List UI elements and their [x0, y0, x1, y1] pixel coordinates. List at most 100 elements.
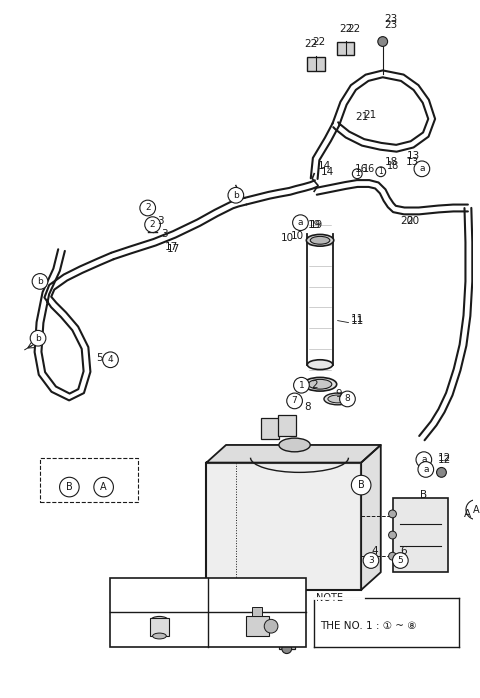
- Text: 20: 20: [406, 216, 420, 225]
- FancyBboxPatch shape: [336, 41, 354, 55]
- Circle shape: [389, 531, 396, 539]
- Circle shape: [437, 468, 446, 477]
- Text: B: B: [66, 482, 73, 492]
- Text: 5: 5: [96, 352, 102, 363]
- Text: 3: 3: [157, 216, 164, 225]
- Circle shape: [103, 352, 119, 368]
- Circle shape: [140, 200, 156, 216]
- Circle shape: [340, 391, 355, 407]
- Text: 11: 11: [350, 313, 364, 324]
- Text: 23: 23: [384, 20, 398, 30]
- Text: 19: 19: [310, 220, 324, 230]
- Text: 11: 11: [350, 315, 364, 325]
- FancyBboxPatch shape: [278, 415, 296, 436]
- Text: 12: 12: [438, 454, 451, 465]
- Ellipse shape: [310, 237, 330, 244]
- Circle shape: [352, 169, 362, 179]
- Text: 22: 22: [304, 40, 318, 50]
- Ellipse shape: [306, 235, 334, 246]
- Bar: [191, 600, 203, 609]
- Text: A: A: [100, 482, 107, 492]
- Text: b: b: [35, 334, 41, 343]
- Text: 6: 6: [400, 546, 407, 556]
- Circle shape: [376, 167, 385, 177]
- Circle shape: [414, 161, 430, 177]
- Text: 16: 16: [363, 164, 375, 174]
- Bar: [110, 578, 306, 646]
- Circle shape: [393, 553, 408, 568]
- Ellipse shape: [153, 633, 166, 639]
- Text: a: a: [298, 218, 303, 227]
- Ellipse shape: [279, 438, 310, 452]
- Text: 10: 10: [291, 232, 304, 242]
- Text: 10: 10: [281, 233, 294, 244]
- Text: 7: 7: [275, 632, 282, 642]
- Text: 2: 2: [145, 204, 151, 212]
- Text: 21: 21: [363, 110, 376, 120]
- Circle shape: [218, 588, 234, 603]
- Text: a: a: [421, 455, 427, 464]
- Circle shape: [255, 629, 271, 645]
- Ellipse shape: [324, 393, 351, 405]
- Text: 19: 19: [308, 220, 322, 230]
- Text: 23: 23: [384, 14, 398, 24]
- Circle shape: [418, 461, 433, 477]
- Text: b: b: [233, 191, 239, 200]
- Text: 14: 14: [321, 167, 334, 177]
- Circle shape: [60, 477, 79, 497]
- Text: 25: 25: [185, 602, 198, 613]
- Text: 6: 6: [260, 632, 266, 641]
- Text: 8: 8: [304, 402, 311, 412]
- Text: THE NO. 1 : ① ~ ⑧: THE NO. 1 : ① ~ ⑧: [320, 621, 417, 631]
- Ellipse shape: [151, 616, 168, 624]
- Text: 12: 12: [438, 453, 451, 463]
- Polygon shape: [206, 445, 381, 463]
- Text: 25: 25: [181, 604, 195, 614]
- Circle shape: [252, 629, 268, 645]
- Ellipse shape: [307, 359, 333, 369]
- Ellipse shape: [303, 378, 336, 391]
- Ellipse shape: [308, 379, 332, 389]
- Text: 18: 18: [384, 157, 398, 167]
- FancyBboxPatch shape: [394, 498, 448, 572]
- Circle shape: [416, 452, 432, 468]
- Text: NOTE: NOTE: [316, 593, 343, 602]
- Text: 8: 8: [345, 394, 350, 403]
- Circle shape: [94, 477, 113, 497]
- Text: 22: 22: [340, 24, 353, 34]
- Bar: [246, 616, 269, 636]
- Text: 1: 1: [299, 380, 304, 389]
- Text: 7: 7: [272, 632, 279, 642]
- Text: 6: 6: [257, 632, 263, 641]
- Text: 18: 18: [386, 161, 399, 171]
- Text: 3: 3: [161, 230, 168, 239]
- Text: 14: 14: [318, 161, 331, 171]
- Text: B: B: [420, 490, 427, 500]
- Text: a: a: [419, 164, 425, 173]
- Text: 21: 21: [355, 112, 369, 122]
- Text: 1: 1: [378, 168, 383, 177]
- Text: 13: 13: [406, 157, 420, 167]
- Text: 4: 4: [108, 355, 113, 364]
- Circle shape: [363, 553, 379, 568]
- Bar: [279, 633, 295, 648]
- Text: 1: 1: [355, 169, 360, 178]
- Text: a: a: [125, 591, 131, 600]
- Bar: [206, 463, 361, 590]
- FancyBboxPatch shape: [261, 417, 279, 439]
- Text: 4: 4: [371, 546, 378, 556]
- Text: 15: 15: [140, 589, 155, 602]
- Bar: [150, 618, 169, 636]
- Circle shape: [351, 475, 371, 495]
- Text: 22: 22: [312, 36, 325, 47]
- Text: A: A: [472, 505, 479, 514]
- Text: 13: 13: [407, 151, 420, 161]
- Circle shape: [32, 274, 48, 289]
- Bar: [252, 607, 262, 616]
- Circle shape: [30, 330, 46, 346]
- Circle shape: [282, 644, 292, 653]
- Text: 9: 9: [336, 389, 342, 399]
- FancyBboxPatch shape: [307, 57, 325, 71]
- Circle shape: [389, 510, 396, 518]
- Text: 5: 5: [397, 556, 403, 565]
